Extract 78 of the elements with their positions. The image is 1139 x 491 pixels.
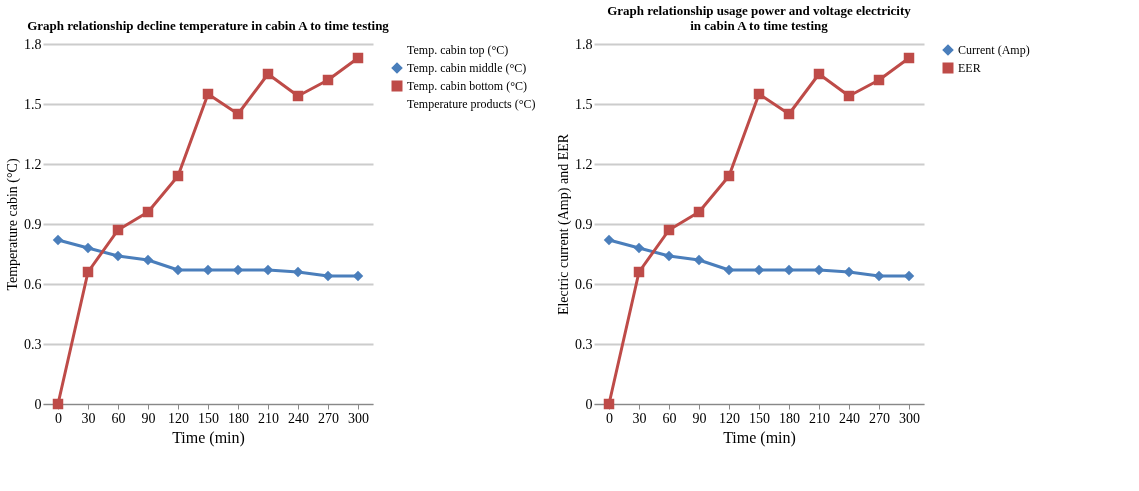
point	[753, 88, 765, 100]
x-tick-label: 90	[141, 410, 156, 426]
legend-label: Current (Amp)	[958, 43, 1030, 57]
y-axis-title: Electric current (Amp) and EER	[556, 133, 572, 316]
point	[603, 398, 615, 410]
point	[142, 206, 154, 218]
y-tick-label: 1.2	[24, 156, 42, 172]
point	[232, 108, 244, 120]
x-tick-label: 120	[168, 410, 189, 426]
point	[352, 52, 364, 64]
point	[112, 224, 124, 236]
chart-title: Graph relationship decline temperature in cabin A to time testing	[27, 18, 390, 33]
point	[903, 52, 915, 64]
point	[52, 234, 64, 246]
y-tick-label: 0.6	[24, 276, 42, 292]
point	[693, 254, 705, 266]
point	[693, 206, 705, 218]
x-tick-label: 300	[899, 410, 920, 426]
point	[262, 68, 274, 80]
x-tick-label: 180	[228, 410, 249, 426]
y-tick-label: 0.9	[575, 216, 593, 232]
point	[633, 242, 645, 254]
x-axis-title: Time (min)	[723, 428, 796, 447]
point	[172, 170, 184, 182]
x-tick-label: 30	[632, 410, 647, 426]
legend-label: Temp. cabin middle (°C)	[407, 61, 527, 75]
x-tick-label: 120	[719, 410, 740, 426]
x-tick-label: 210	[809, 410, 830, 426]
point	[112, 250, 124, 262]
x-tick-label: 0	[55, 410, 62, 426]
y-tick-label: 0.3	[575, 336, 593, 352]
x-tick-label: 180	[779, 410, 800, 426]
x-tick-label: 60	[111, 410, 126, 426]
point	[292, 90, 304, 102]
y-tick-label: 0	[585, 396, 593, 412]
x-tick-label: 90	[692, 410, 707, 426]
point	[322, 74, 334, 86]
y-tick-label: 0	[34, 396, 42, 412]
text: Temperature products (°C)	[407, 97, 536, 111]
x-axis-title: Time (min)	[172, 428, 245, 447]
point	[633, 266, 645, 278]
y-tick-label: 1.8	[575, 36, 593, 52]
point	[142, 254, 154, 266]
point	[663, 250, 675, 262]
y-tick-label: 1.2	[575, 156, 593, 172]
point	[843, 90, 855, 102]
y-tick-label: 0.3	[24, 336, 42, 352]
point	[813, 68, 825, 80]
x-tick-label: 240	[288, 410, 309, 426]
y-tick-label: 0.6	[575, 276, 593, 292]
y-tick-label: 1.5	[24, 96, 42, 112]
y-tick-label: 1.5	[575, 96, 593, 112]
point	[82, 242, 94, 254]
x-tick-label: 240	[839, 410, 860, 426]
point	[723, 170, 735, 182]
y-tick-label: 0.9	[24, 216, 42, 232]
chart-title: Graph relationship usage power and voltage electricity in cabin A to time testing	[607, 3, 912, 33]
x-tick-label: 210	[258, 410, 279, 426]
point	[873, 74, 885, 86]
point	[783, 108, 795, 120]
text: Temp. cabin top (°C)	[407, 43, 509, 57]
x-tick-label: 150	[749, 410, 770, 426]
point	[52, 398, 64, 410]
y-axis-title: Temperature cabin (°C)	[5, 158, 21, 291]
point	[603, 234, 615, 246]
x-tick-label: 30	[81, 410, 96, 426]
point	[202, 88, 214, 100]
y-tick-label: 1.8	[24, 36, 42, 52]
x-tick-label: 270	[318, 410, 339, 426]
x-tick-label: 150	[198, 410, 219, 426]
point	[82, 266, 94, 278]
legend-label: Temp. cabin bottom (°C)	[407, 79, 527, 93]
x-tick-label: 0	[606, 410, 613, 426]
point	[663, 224, 675, 236]
x-tick-label: 60	[662, 410, 677, 426]
legend-label: EER	[958, 61, 981, 75]
x-tick-label: 300	[348, 410, 369, 426]
x-tick-label: 270	[869, 410, 890, 426]
